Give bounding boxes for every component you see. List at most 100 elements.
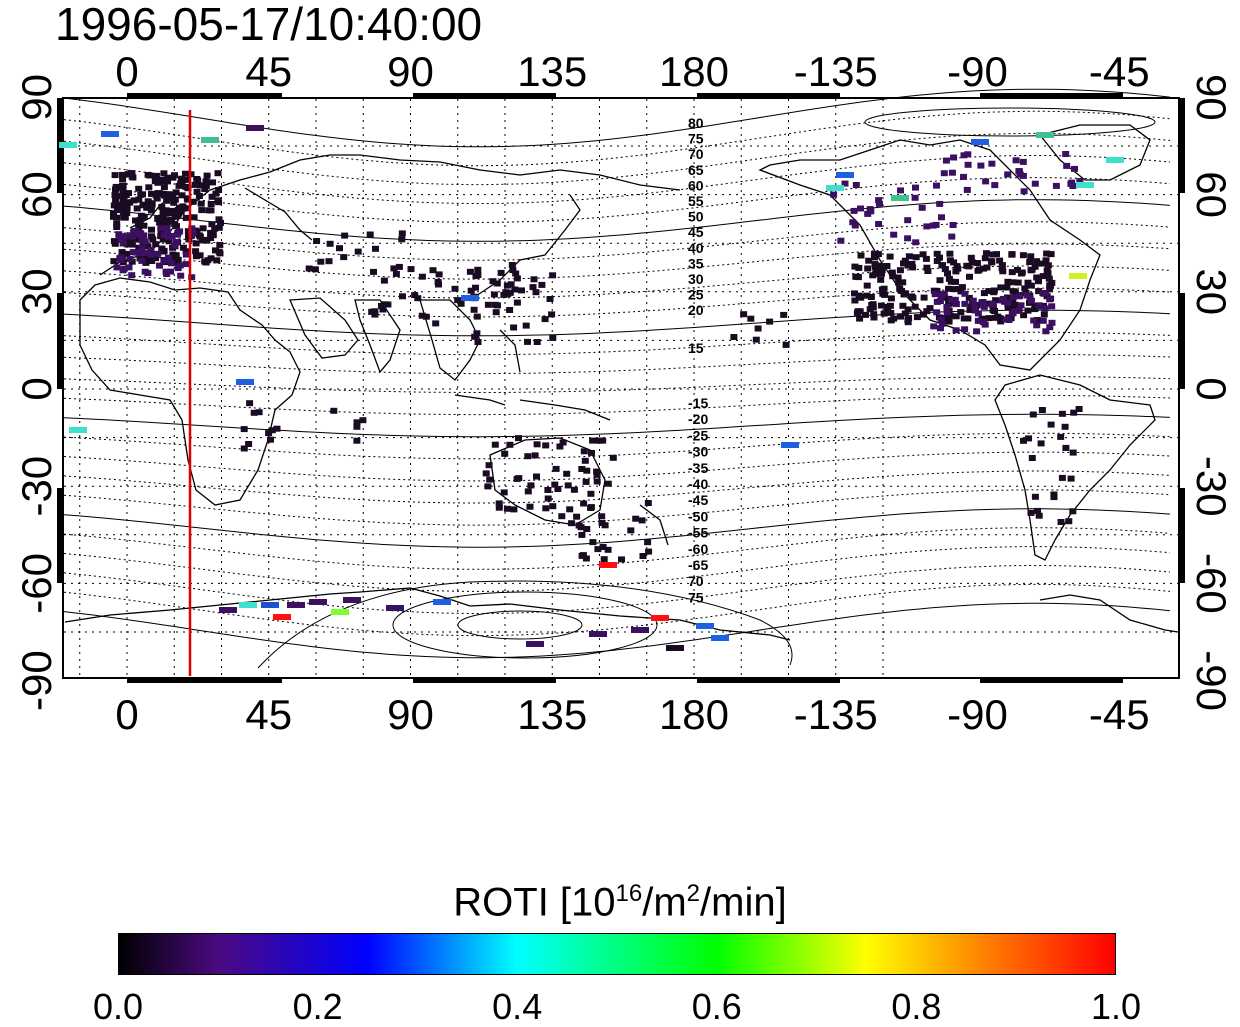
roti-point	[549, 334, 557, 341]
roti-point	[137, 230, 145, 237]
roti-point	[533, 441, 541, 448]
roti-point	[992, 297, 1000, 304]
roti-point	[461, 295, 479, 301]
roti-point	[1065, 518, 1073, 525]
roti-point	[467, 287, 475, 294]
roti-point	[864, 210, 872, 217]
roti-point	[922, 255, 930, 262]
roti-point	[978, 315, 986, 322]
roti-point	[192, 240, 200, 247]
roti-point	[923, 264, 931, 271]
right-axis-label: 30	[1188, 268, 1235, 315]
left-axis-label: 90	[13, 74, 60, 121]
roti-point	[890, 231, 898, 238]
right-axis-label: 0	[1188, 377, 1235, 400]
roti-point	[1026, 259, 1034, 265]
roti-point	[137, 212, 145, 219]
roti-point	[538, 281, 546, 288]
roti-point	[1057, 519, 1065, 525]
roti-point	[989, 251, 997, 258]
roti-point	[148, 190, 155, 197]
roti-point	[129, 249, 137, 256]
roti-point	[490, 291, 498, 298]
roti-point	[1030, 317, 1038, 324]
roti-point	[451, 285, 459, 292]
roti-point	[974, 317, 982, 324]
roti-point	[950, 154, 958, 161]
roti-point	[255, 409, 263, 416]
roti-point	[126, 256, 134, 262]
roti-point	[142, 259, 150, 266]
roti-point	[432, 320, 440, 327]
roti-point	[632, 515, 640, 522]
roti-point	[967, 254, 975, 261]
left-axis-label: -60	[13, 553, 60, 614]
top-axis-label: 90	[387, 48, 434, 95]
roti-point	[158, 219, 166, 226]
roti-point	[141, 238, 149, 245]
roti-point	[524, 488, 532, 495]
roti-point	[138, 245, 146, 252]
roti-point	[159, 236, 167, 243]
roti-point	[482, 470, 490, 477]
roti-point	[896, 285, 904, 292]
roti-point	[980, 290, 988, 297]
roti-point	[594, 546, 602, 553]
roti-point	[187, 229, 195, 236]
roti-point	[941, 266, 949, 273]
roti-point	[891, 195, 909, 201]
roti-point	[326, 240, 334, 247]
contour-label: -25	[688, 427, 708, 443]
roti-point	[1004, 304, 1012, 311]
roti-point	[182, 176, 190, 183]
roti-point	[996, 257, 1004, 264]
roti-point	[544, 495, 552, 502]
roti-point	[149, 236, 157, 243]
roti-point	[331, 609, 349, 615]
roti-point	[889, 273, 897, 280]
roti-point	[1045, 275, 1053, 282]
roti-point	[503, 505, 511, 512]
roti-point	[124, 199, 132, 206]
roti-point	[157, 225, 165, 232]
roti-point	[943, 309, 951, 316]
roti-point	[353, 423, 361, 430]
roti-point	[747, 315, 755, 322]
roti-point	[1025, 435, 1032, 442]
roti-point	[582, 478, 590, 485]
top-axis-label: 0	[115, 48, 138, 95]
roti-point	[1042, 328, 1050, 335]
roti-point	[508, 262, 516, 268]
roti-point	[474, 266, 482, 273]
roti-point	[136, 217, 144, 223]
roti-point	[580, 448, 588, 455]
roti-point	[960, 173, 967, 180]
roti-point	[177, 208, 185, 215]
roti-point	[1027, 253, 1035, 260]
roti-point	[172, 252, 180, 259]
roti-point	[593, 468, 601, 475]
roti-point	[491, 441, 499, 448]
contour-label: 30	[688, 271, 704, 287]
roti-point	[1018, 269, 1026, 276]
contour-label: -45	[688, 492, 708, 508]
roti-point	[924, 268, 932, 274]
roti-point	[1015, 168, 1023, 175]
roti-point	[931, 291, 939, 298]
left-axis-label: 0	[13, 377, 60, 400]
roti-point	[177, 272, 185, 279]
roti-point	[589, 631, 607, 637]
roti-point	[973, 260, 981, 266]
roti-point	[240, 445, 248, 452]
roti-point	[904, 217, 912, 224]
roti-point	[1040, 311, 1048, 318]
roti-point	[1039, 273, 1047, 280]
roti-point	[947, 297, 955, 304]
roti-point	[515, 475, 523, 482]
roti-point	[119, 188, 127, 195]
roti-point	[782, 341, 790, 348]
roti-point	[503, 282, 511, 289]
roti-point	[167, 191, 175, 198]
roti-point	[216, 250, 224, 257]
roti-point	[69, 427, 87, 433]
